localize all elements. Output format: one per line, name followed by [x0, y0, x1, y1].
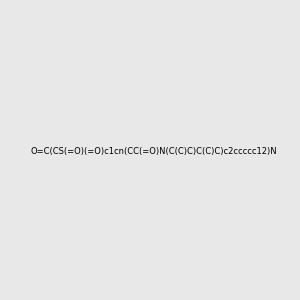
Text: O=C(CS(=O)(=O)c1cn(CC(=O)N(C(C)C)C(C)C)c2ccccc12)N: O=C(CS(=O)(=O)c1cn(CC(=O)N(C(C)C)C(C)C)c… — [30, 147, 277, 156]
